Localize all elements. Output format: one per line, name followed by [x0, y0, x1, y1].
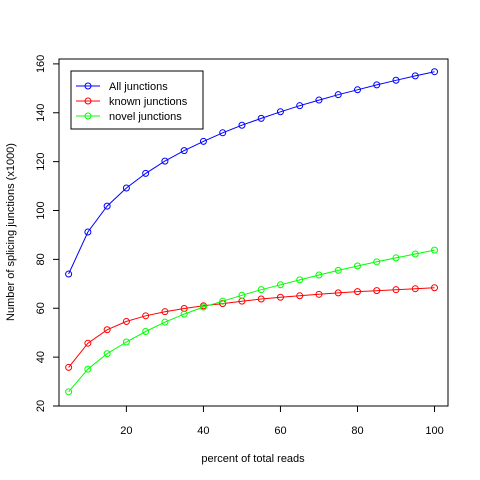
data-point	[296, 102, 304, 110]
data-point	[392, 76, 400, 84]
y-tick-label: 140	[35, 104, 47, 122]
y-tick-label: 40	[35, 351, 47, 363]
x-tick-label: 20	[120, 425, 132, 437]
data-point	[219, 297, 227, 305]
legend: All junctions known junctions novel juncti…	[70, 70, 204, 130]
data-point	[353, 262, 361, 270]
data-point	[315, 96, 323, 104]
x-tick-label: 60	[274, 425, 286, 437]
x-tick-label: 80	[351, 425, 363, 437]
data-point	[103, 202, 111, 210]
data-point	[161, 308, 169, 316]
data-point	[296, 292, 304, 300]
data-point	[373, 287, 381, 295]
legend-box	[70, 70, 204, 130]
data-point	[65, 388, 73, 396]
data-point	[431, 68, 439, 76]
data-point	[315, 290, 323, 298]
data-point	[122, 338, 130, 346]
data-point	[431, 284, 439, 292]
data-point	[122, 317, 130, 325]
legend-label: novel junctions	[109, 111, 182, 123]
data-point	[103, 326, 111, 334]
data-point	[411, 250, 419, 258]
data-point	[142, 327, 150, 335]
legend-label: known junctions	[109, 96, 188, 108]
data-point	[373, 258, 381, 266]
y-tick-label: 60	[35, 302, 47, 314]
data-point	[392, 286, 400, 294]
x-tick-label: 40	[197, 425, 209, 437]
data-point	[257, 295, 265, 303]
data-point	[122, 184, 130, 192]
data-point	[180, 310, 188, 318]
data-point	[65, 270, 73, 278]
data-point	[65, 363, 73, 371]
data-point	[84, 339, 92, 347]
data-point	[373, 81, 381, 89]
data-point	[334, 91, 342, 99]
data-point	[411, 72, 419, 80]
y-tick-label: 120	[35, 152, 47, 170]
y-tick-label: 160	[35, 55, 47, 73]
data-point	[219, 129, 227, 137]
data-point	[315, 271, 323, 279]
series-0	[65, 68, 439, 278]
x-axis: 20 40 60 80 100	[120, 406, 444, 437]
data-point	[296, 276, 304, 284]
legend-marker	[84, 97, 92, 105]
data-point	[161, 157, 169, 165]
data-point	[84, 365, 92, 373]
data-point	[276, 108, 284, 116]
series-group	[65, 68, 439, 396]
data-point	[238, 121, 246, 129]
legend-label: All junctions	[109, 81, 168, 93]
plot-frame	[58, 58, 449, 407]
series-line	[68, 287, 435, 368]
data-point	[219, 300, 227, 308]
data-point	[180, 147, 188, 155]
series-2	[65, 246, 439, 396]
series-1	[65, 284, 439, 371]
data-point	[84, 228, 92, 236]
data-point	[431, 246, 439, 254]
data-point	[142, 169, 150, 177]
data-point	[142, 312, 150, 320]
data-point	[276, 281, 284, 289]
legend-marker	[84, 82, 92, 90]
data-point	[353, 86, 361, 94]
data-point	[257, 114, 265, 122]
x-tick-label: 100	[425, 425, 443, 437]
y-tick-label: 80	[35, 253, 47, 265]
y-axis: 20 40 60 80 100 120 140 160	[35, 55, 59, 412]
y-tick-label: 20	[35, 400, 47, 412]
data-point	[257, 286, 265, 294]
data-point	[238, 291, 246, 299]
data-point	[161, 318, 169, 326]
x-axis-label: percent of total reads	[201, 453, 305, 465]
data-point	[334, 289, 342, 297]
y-tick-label: 100	[35, 201, 47, 219]
data-point	[199, 303, 207, 311]
legend-marker	[84, 112, 92, 120]
data-point	[276, 293, 284, 301]
data-point	[334, 266, 342, 274]
y-axis-label: Number of splicing junctions (x1000)	[5, 143, 17, 321]
data-point	[103, 350, 111, 358]
data-point	[199, 137, 207, 145]
data-point	[353, 288, 361, 296]
data-point	[392, 254, 400, 262]
data-point	[411, 285, 419, 293]
